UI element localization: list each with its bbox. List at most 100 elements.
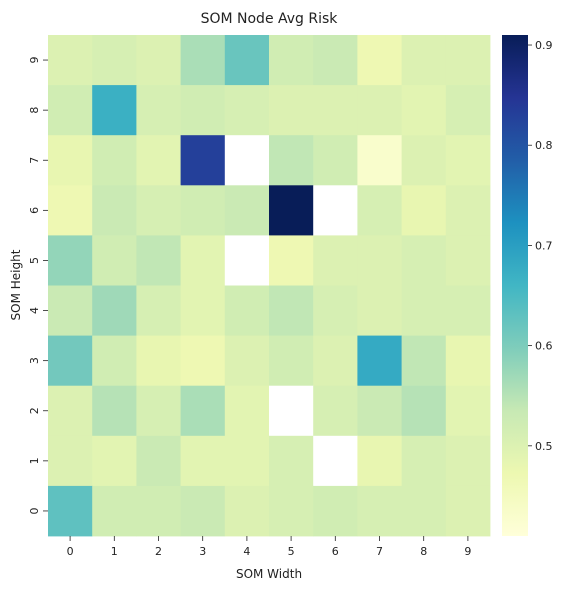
heatmap-cell bbox=[224, 435, 270, 487]
y-tick-label: 1 bbox=[28, 457, 41, 464]
heatmap-cell bbox=[357, 185, 402, 236]
heatmap-cell bbox=[445, 435, 491, 487]
heatmap-cell bbox=[401, 235, 447, 286]
y-tick-label: 8 bbox=[28, 107, 41, 114]
heatmap-cell bbox=[224, 135, 270, 186]
heatmap-cell bbox=[357, 235, 402, 286]
heatmap-cell bbox=[48, 85, 93, 136]
heatmap-cell bbox=[180, 235, 226, 286]
heatmap-cell bbox=[180, 335, 226, 387]
heatmap-cell bbox=[224, 335, 270, 387]
heatmap-cell bbox=[445, 235, 491, 286]
heatmap-cell bbox=[401, 135, 447, 186]
heatmap-cell bbox=[269, 35, 314, 86]
heatmap-cell bbox=[48, 285, 93, 336]
heatmap-cell bbox=[357, 135, 402, 186]
heatmap-cell bbox=[180, 85, 226, 136]
heatmap-cell bbox=[180, 485, 226, 537]
heatmap-cell bbox=[401, 435, 447, 487]
heatmap-cell bbox=[401, 335, 447, 387]
heatmap-cell bbox=[180, 135, 226, 186]
heatmap-cell bbox=[136, 35, 181, 86]
heatmap-cell bbox=[48, 135, 93, 186]
heatmap-cell bbox=[313, 335, 358, 387]
heatmap-cell bbox=[269, 285, 314, 336]
x-tick-label: 2 bbox=[155, 545, 162, 558]
heatmap-cell bbox=[92, 85, 137, 136]
y-tick-label: 7 bbox=[28, 157, 41, 164]
heatmap-cell bbox=[313, 235, 358, 286]
heatmap-cell bbox=[269, 485, 314, 537]
colorbar-ticks: 0.5 0.6 0.7 0.8 0.9 bbox=[528, 39, 553, 453]
heatmap-cell bbox=[180, 385, 226, 437]
heatmap-cell bbox=[136, 235, 181, 286]
heatmap-cell bbox=[48, 385, 93, 437]
heatmap-cell bbox=[445, 335, 491, 387]
x-tick-label: 5 bbox=[288, 545, 295, 558]
heatmap-cell bbox=[92, 485, 137, 537]
heatmap-cell bbox=[180, 185, 226, 236]
heatmap-cell bbox=[92, 185, 137, 236]
heatmap-cell bbox=[92, 285, 137, 336]
y-tick-label: 3 bbox=[28, 357, 41, 364]
heatmap-cell bbox=[48, 335, 93, 387]
heatmap-cell bbox=[224, 385, 270, 437]
x-axis-ticks: 0 1 2 3 4 5 6 7 8 9 bbox=[67, 536, 471, 558]
heatmap-cell bbox=[92, 35, 137, 86]
heatmap-cell bbox=[92, 335, 137, 387]
heatmap-cell bbox=[269, 85, 314, 136]
heatmap-cell bbox=[48, 435, 93, 487]
chart-title: SOM Node Avg Risk bbox=[201, 11, 339, 27]
x-tick-label: 9 bbox=[464, 545, 471, 558]
heatmap-cell bbox=[224, 185, 270, 236]
heatmap-cell bbox=[313, 435, 358, 487]
x-tick-label: 7 bbox=[376, 545, 383, 558]
heatmap-cell bbox=[224, 285, 270, 336]
heatmap-cell bbox=[357, 385, 402, 437]
heatmap-cell bbox=[357, 285, 402, 336]
colorbar-tick-label: 0.7 bbox=[535, 239, 553, 252]
heatmap-cell bbox=[92, 385, 137, 437]
heatmap-cell bbox=[401, 485, 447, 537]
heatmap-cell bbox=[313, 85, 358, 136]
heatmap-cell bbox=[136, 435, 181, 487]
heatmap-cell bbox=[224, 35, 270, 86]
heatmap-cell bbox=[269, 385, 314, 437]
heatmap-cell bbox=[357, 85, 402, 136]
heatmap-cell bbox=[401, 35, 447, 86]
heatmap-cell bbox=[180, 435, 226, 487]
y-axis-label: SOM Height bbox=[9, 249, 23, 320]
heatmap-cell bbox=[445, 385, 491, 437]
heatmap-cell bbox=[313, 185, 358, 236]
heatmap-cell bbox=[136, 335, 181, 387]
heatmap-cell bbox=[136, 185, 181, 236]
heatmap-cell bbox=[224, 85, 270, 136]
x-axis-label: SOM Width bbox=[236, 567, 302, 581]
heatmap-cell bbox=[357, 435, 402, 487]
heatmap-cell bbox=[180, 285, 226, 336]
heatmap-cell bbox=[136, 85, 181, 136]
heatmap-cell bbox=[92, 135, 137, 186]
x-tick-label: 6 bbox=[332, 545, 339, 558]
heatmap-cell bbox=[224, 485, 270, 537]
y-tick-label: 6 bbox=[28, 207, 41, 214]
heatmap-cell bbox=[313, 35, 358, 86]
heatmap-cell bbox=[269, 185, 314, 236]
heatmap-cell bbox=[445, 35, 491, 86]
heatmap-cell bbox=[445, 285, 491, 336]
y-tick-label: 5 bbox=[28, 257, 41, 264]
x-tick-label: 4 bbox=[243, 545, 250, 558]
y-tick-label: 4 bbox=[28, 307, 41, 314]
heatmap-cell bbox=[180, 35, 226, 86]
heatmap-cell bbox=[269, 235, 314, 286]
heatmap-cell bbox=[136, 385, 181, 437]
heatmap-cell bbox=[357, 485, 402, 537]
x-tick-label: 1 bbox=[111, 545, 118, 558]
heatmap-cell bbox=[401, 385, 447, 437]
heatmap-cell bbox=[357, 35, 402, 86]
heatmap-cell bbox=[313, 135, 358, 186]
x-tick-label: 8 bbox=[420, 545, 427, 558]
heatmap-cell bbox=[401, 85, 447, 136]
heatmap-cell bbox=[445, 185, 491, 236]
heatmap-cell bbox=[92, 435, 137, 487]
